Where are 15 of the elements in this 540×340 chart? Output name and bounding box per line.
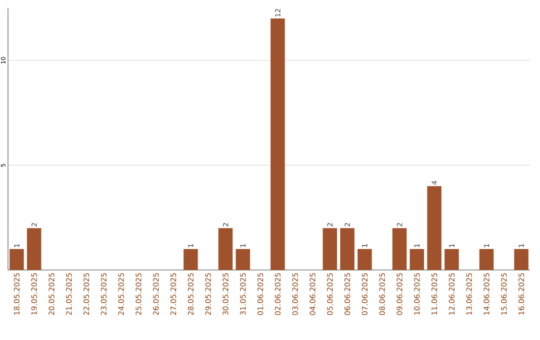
bar [218,228,233,270]
bar [322,228,338,270]
bar [236,249,250,270]
bar [358,249,372,270]
bar [184,249,198,270]
bar [444,249,459,270]
bar [392,228,407,270]
bar [410,249,424,270]
bar [26,228,42,270]
bar [340,228,354,270]
bar [10,249,24,270]
bar [270,18,285,270]
bar [427,186,442,270]
bar [479,249,494,270]
bar [514,249,528,270]
